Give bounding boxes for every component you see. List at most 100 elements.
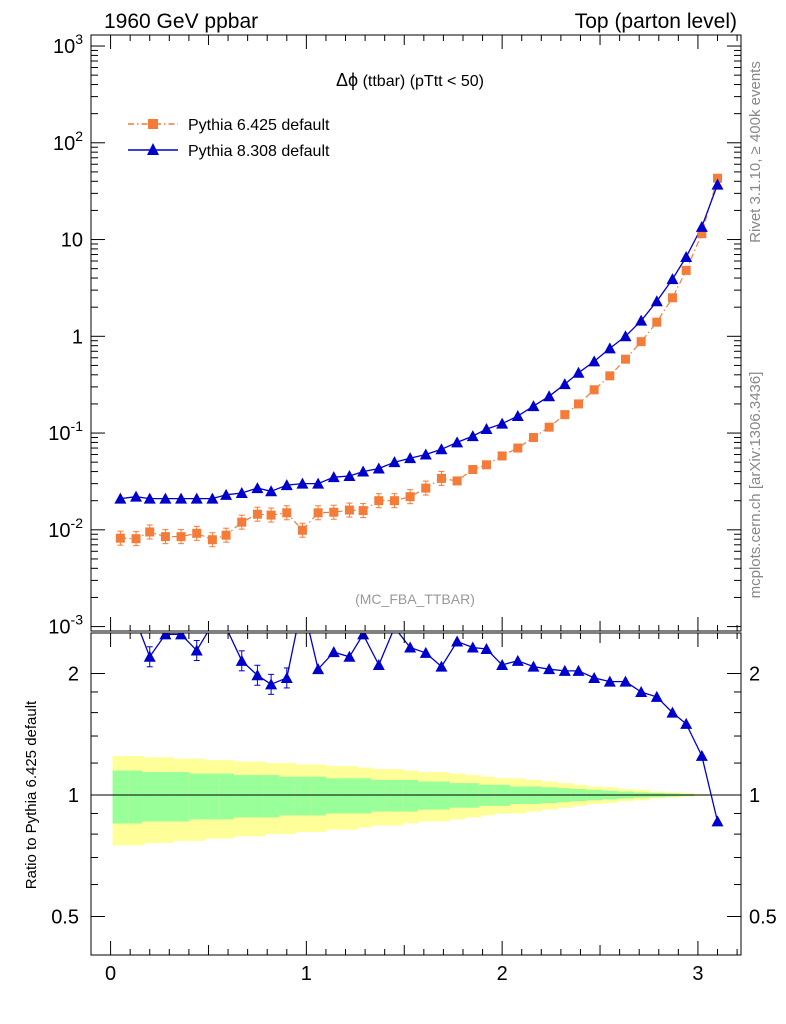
- ratio-point-pythia8: [343, 650, 356, 662]
- uncertainty-band-inner: [278, 776, 296, 816]
- x-tick-label: 1: [301, 963, 312, 985]
- data-point-pythia6: [713, 173, 723, 183]
- data-point-pythia8: [635, 314, 648, 326]
- data-point-pythia8: [711, 178, 724, 190]
- ratio-point-pythia8: [435, 660, 448, 672]
- data-point-pythia6: [221, 530, 231, 540]
- ratio-point-pythia8: [650, 690, 663, 702]
- uncertainty-band-inner: [341, 778, 358, 814]
- data-point-pythia8: [680, 251, 693, 263]
- uncertainty-band-inner: [263, 775, 280, 818]
- data-point-pythia6: [574, 399, 583, 409]
- y-tick-label: 10-2: [48, 515, 83, 542]
- data-point-pythia8: [206, 492, 219, 504]
- process-label: Top (parton level): [575, 10, 737, 33]
- data-point-pythia8: [190, 492, 203, 504]
- data-point-pythia6: [145, 527, 155, 537]
- legend-label-pythia6: Pythia 6.425 default: [188, 117, 330, 134]
- uncertainty-band-inner: [173, 772, 190, 822]
- ratio-point-pythia8: [130, 615, 142, 626]
- legend-label-pythia8: Pythia 8.308 default: [188, 143, 330, 160]
- uncertainty-band-inner: [157, 772, 174, 822]
- rivet-version-label: Rivet 3.1.10, ≥ 400k events: [747, 61, 764, 243]
- ratio-point-pythia8: [711, 815, 724, 827]
- data-point-pythia8: [280, 479, 293, 491]
- ratio-point-pythia8: [159, 633, 172, 640]
- ratio-point-pythia8: [357, 633, 370, 640]
- data-point-pythia6: [389, 496, 399, 506]
- data-point-pythia8: [527, 400, 540, 412]
- data-point-pythia6: [176, 532, 186, 542]
- ratio-line-pythia8: [139, 633, 719, 822]
- ratio-point-pythia8: [558, 664, 571, 676]
- ratio-point-pythia8: [527, 660, 540, 672]
- ratio-point-pythia8: [466, 641, 479, 653]
- ratio-y-tick-label-right: 2: [749, 664, 760, 686]
- data-point-pythia6: [497, 451, 507, 461]
- data-point-pythia8: [357, 465, 370, 477]
- y-tick-label: 10-3: [48, 612, 83, 639]
- data-point-pythia6: [605, 371, 615, 381]
- ratio-y-tick-label: 2: [68, 664, 79, 686]
- data-point-pythia6: [436, 473, 446, 483]
- data-point-pythia8: [114, 492, 127, 504]
- plot-title: Δϕ (ttbar) (pTtt < 50): [336, 70, 484, 90]
- ratio-point-pythia8: [190, 644, 203, 656]
- data-point-pythia6: [620, 354, 630, 364]
- data-point-pythia8: [543, 390, 556, 402]
- data-point-pythia6: [266, 510, 276, 520]
- data-point-pythia6: [636, 337, 646, 347]
- ratio-point-pythia8: [619, 675, 632, 687]
- ratio-plot-frame: [90, 632, 742, 956]
- uncertainty-band-inner: [433, 781, 450, 810]
- ratio-y-tick-label: 1: [68, 785, 79, 807]
- data-point-pythia8: [312, 477, 325, 489]
- uncertainty-band-inner: [249, 775, 266, 818]
- data-point-pythia6: [252, 509, 262, 519]
- main-plot-panel: 10-3 10-2 10-1 1 10 102 103 Δϕ (ttbar) (pTtt <…: [48, 31, 742, 639]
- data-point-pythia8: [511, 410, 524, 422]
- ratio-point-pythia8: [572, 664, 585, 676]
- ratio-point-pythia8: [635, 685, 648, 697]
- data-point-pythia8: [388, 456, 401, 468]
- ratio-y-tick-label: 0.5: [51, 907, 79, 929]
- uncertainty-band-inner: [218, 773, 235, 820]
- analysis-tag: (MC_FBA_TTBAR): [355, 591, 475, 607]
- data-point-pythia8: [327, 471, 340, 483]
- ratio-point-pythia8: [695, 749, 708, 761]
- y-tick-label: 1: [72, 326, 83, 348]
- data-point-pythia6: [560, 410, 570, 420]
- data-point-pythia6: [667, 293, 677, 303]
- data-point-pythia8: [343, 469, 356, 481]
- data-point-pythia6: [421, 483, 431, 493]
- y-tick-label: 102: [53, 128, 83, 155]
- y-tick-label: 10: [61, 230, 83, 252]
- data-point-pythia8: [619, 330, 632, 342]
- ratio-plot-panel: 0.5 0.5 1 1 2 2 0 1 2 3: [51, 596, 777, 985]
- data-point-pythia8: [558, 378, 571, 390]
- ratio-point-pythia8: [296, 596, 308, 607]
- data-point-pythia8: [265, 485, 278, 497]
- ratio-point-pythia8: [419, 646, 432, 658]
- uncertainty-band-inner: [355, 778, 372, 814]
- data-point-pythia8: [572, 366, 585, 378]
- data-point-pythia6: [697, 229, 707, 239]
- data-point-pythia8: [666, 273, 679, 285]
- data-point-pythia6: [468, 465, 478, 475]
- data-point-pythia6: [344, 505, 354, 515]
- uncertainty-band-inner: [141, 772, 159, 822]
- data-point-pythia6: [481, 460, 491, 470]
- data-point-pythia6: [358, 506, 368, 516]
- data-point-pythia8: [251, 482, 264, 494]
- ratio-point-pythia8: [496, 658, 509, 670]
- ratio-point-pythia8: [143, 650, 156, 662]
- uncertainty-band-inner: [370, 779, 388, 812]
- ratio-point-pythia8: [511, 654, 524, 666]
- ratio-point-pythia8: [666, 706, 679, 718]
- uncertainty-band-inner: [310, 776, 327, 816]
- data-point-pythia8: [372, 462, 385, 474]
- legend-marker-triangle: [147, 143, 159, 155]
- data-point-pythia6: [589, 385, 599, 395]
- series-line-pythia8: [120, 184, 719, 500]
- ratio-point-pythia8: [680, 717, 693, 729]
